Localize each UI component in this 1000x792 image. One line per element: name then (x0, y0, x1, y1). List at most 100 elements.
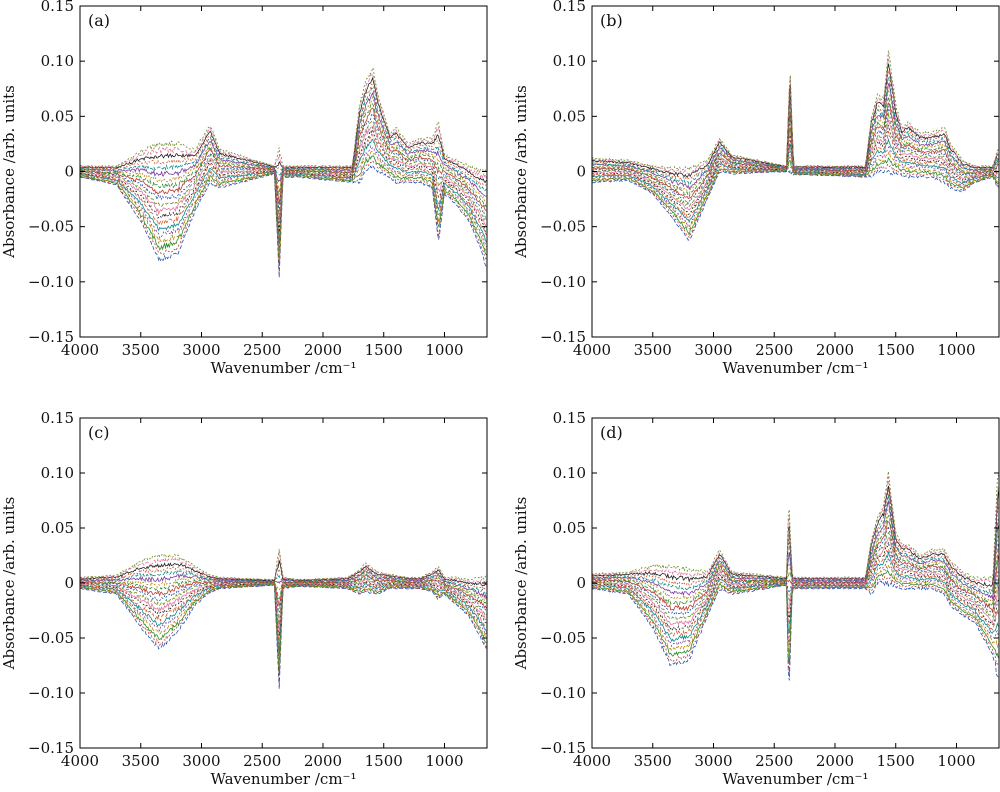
x-tick-label: 1000 (937, 752, 975, 770)
y-tick-label: −0.05 (28, 218, 74, 236)
y-tick-label: −0.10 (28, 684, 74, 702)
y-tick-label: 0.10 (553, 52, 586, 70)
y-axis-label: Absorbance /arb. units (0, 85, 18, 259)
series-line (592, 531, 999, 620)
series-line (592, 520, 999, 613)
series-group (592, 471, 999, 681)
series-line (592, 106, 999, 205)
series-line (80, 548, 487, 581)
series-line (592, 476, 999, 583)
series-line (592, 157, 999, 237)
y-axis-label: Absorbance /arb. units (512, 85, 530, 259)
series-line (592, 150, 999, 230)
x-tick-label: 3500 (634, 752, 672, 770)
series-line (592, 63, 999, 178)
x-tick-label: 2500 (243, 341, 281, 359)
x-tick-label: 2000 (304, 752, 342, 770)
panel-d: 4000 3500 3000 2500 2000 1500 1000 0.15 0.10 0.05… (512, 409, 1000, 788)
x-tick-label: 2000 (816, 341, 854, 359)
series-line (592, 131, 999, 220)
y-tick-label: 0.15 (553, 409, 586, 427)
y-tick-label: −0.15 (540, 739, 586, 757)
series-line (80, 577, 487, 626)
y-tick-label: 0.10 (41, 464, 74, 482)
series-line (80, 72, 487, 180)
y-tick-label: 0.05 (41, 107, 74, 125)
series-line (592, 89, 999, 194)
panel-label: (a) (88, 11, 110, 30)
y-tick-label: 0.10 (41, 52, 74, 70)
series-line (592, 54, 999, 175)
series-line (80, 576, 487, 613)
y-tick-label: 0 (64, 163, 74, 181)
y-axis-label: Absorbance /arb. units (512, 497, 530, 671)
x-tick-label: 4000 (61, 341, 99, 359)
series-line (592, 526, 999, 616)
x-tick-label: 3500 (634, 341, 672, 359)
series-line (592, 471, 999, 580)
panel-label: (d) (600, 423, 623, 442)
x-tick-label: 2000 (816, 752, 854, 770)
y-tick-label: −0.15 (28, 739, 74, 757)
series-line (592, 119, 999, 211)
x-axis-label: Wavenumber /cm⁻¹ (723, 770, 869, 788)
x-axis-label: Wavenumber /cm⁻¹ (723, 359, 869, 377)
panel-label: (b) (600, 11, 623, 30)
x-axis-label: Wavenumber /cm⁻¹ (211, 770, 357, 788)
x-tick-label: 1500 (877, 341, 915, 359)
series-line (592, 485, 999, 587)
y-tick-label: −0.10 (28, 273, 74, 291)
series-group (80, 66, 487, 278)
x-tick-label: 2500 (755, 752, 793, 770)
series-line (592, 542, 999, 632)
y-tick-label: −0.05 (540, 629, 586, 647)
series-line (592, 551, 999, 643)
series-line (592, 547, 999, 638)
series-line (592, 514, 999, 607)
x-tick-label: 1500 (365, 341, 403, 359)
x-tick-label: 3000 (694, 752, 732, 770)
series-line (592, 96, 999, 198)
series-line (592, 50, 999, 172)
series-line (80, 552, 487, 585)
x-tick-label: 2500 (755, 341, 793, 359)
x-tick-label: 4000 (61, 752, 99, 770)
x-tick-label: 1000 (425, 752, 463, 770)
series-line (80, 560, 487, 586)
series-line (592, 144, 999, 229)
series-line (80, 571, 487, 602)
y-axis-label: Absorbance /arb. units (0, 497, 18, 671)
series-group (80, 548, 487, 690)
plot-frame (591, 417, 1000, 749)
series-line (592, 137, 999, 224)
y-tick-label: 0 (64, 574, 74, 592)
series-group (592, 50, 999, 241)
y-tick-label: −0.15 (540, 328, 586, 346)
y-tick-label: −0.05 (28, 629, 74, 647)
panel-b: 4000 3500 3000 2500 2000 1500 1000 0.15 0.10 0.05… (512, 0, 1000, 377)
y-tick-label: −0.10 (540, 684, 586, 702)
series-line (592, 569, 999, 664)
panel-a: 4000 3500 3000 2500 2000 1500 1000 0.15 0.10 0.05… (0, 0, 488, 377)
x-tick-label: 3000 (182, 341, 220, 359)
x-tick-label: 2000 (304, 341, 342, 359)
series-line (592, 124, 999, 215)
y-tick-label: 0.05 (553, 519, 586, 537)
y-tick-label: 0.15 (41, 0, 74, 15)
series-line (592, 500, 999, 600)
y-tick-label: 0.10 (553, 464, 586, 482)
y-tick-label: 0.15 (41, 409, 74, 427)
series-line (592, 537, 999, 626)
panel-c: 4000 3500 3000 2500 2000 1500 1000 0.15 0.10 0.05… (0, 409, 488, 788)
x-tick-label: 1500 (877, 752, 915, 770)
series-line (592, 575, 999, 674)
panel-label: (c) (88, 423, 109, 442)
series-line (80, 124, 487, 228)
y-tick-label: −0.10 (540, 273, 586, 291)
series-line (592, 580, 999, 681)
series-line (592, 508, 999, 603)
x-axis-label: Wavenumber /cm⁻¹ (211, 359, 357, 377)
y-tick-label: 0 (576, 163, 586, 181)
series-line (592, 77, 999, 187)
series-line (80, 66, 487, 175)
